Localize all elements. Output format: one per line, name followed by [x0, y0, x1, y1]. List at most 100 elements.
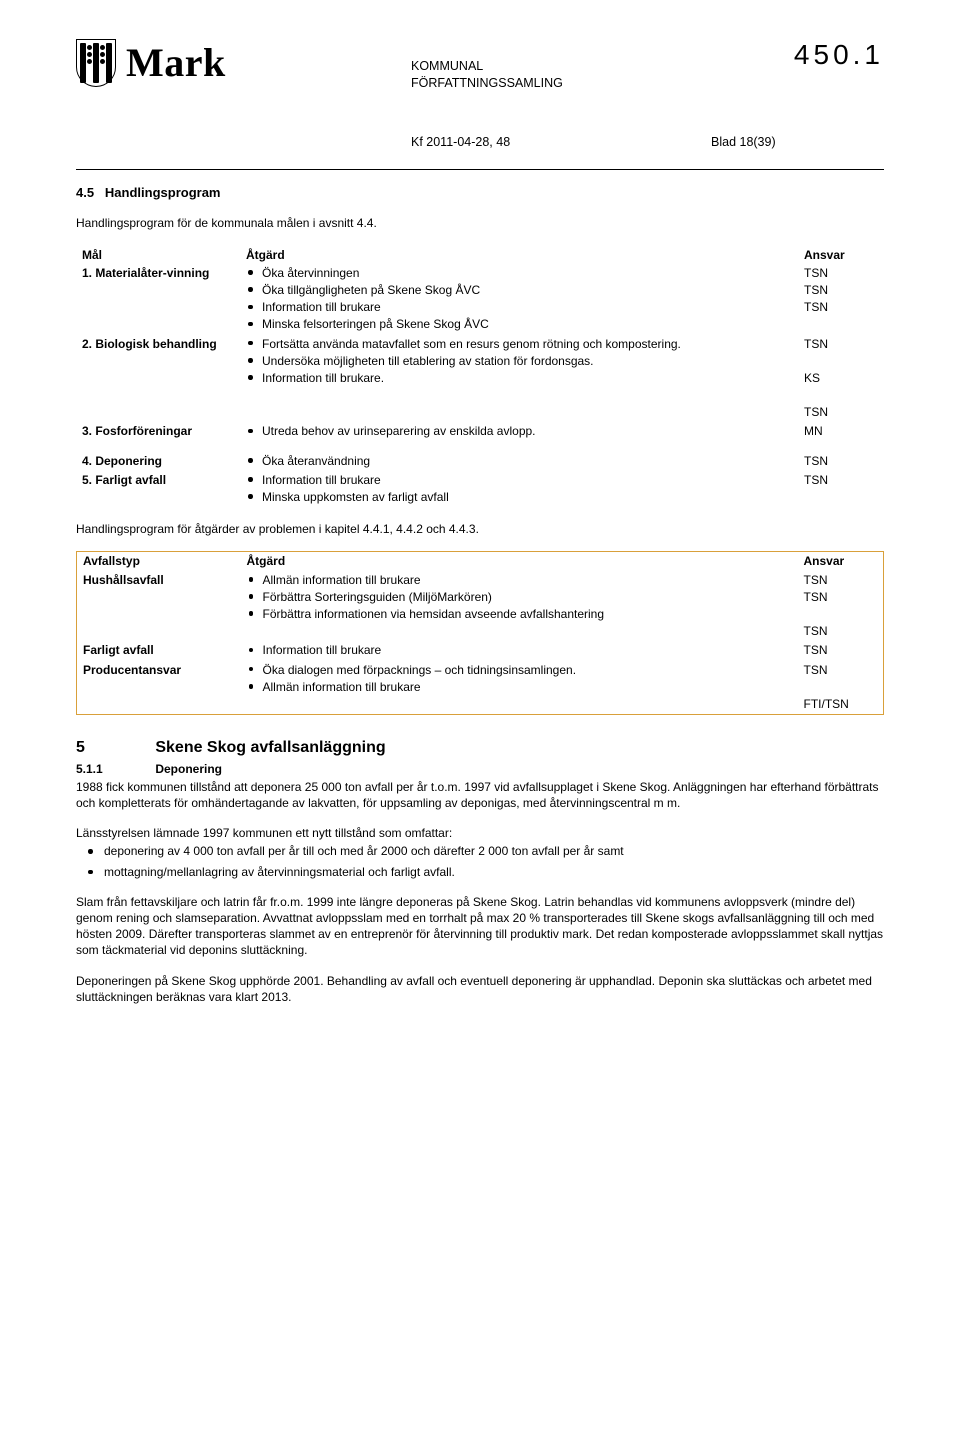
list-item: TSN [804, 589, 878, 605]
sec5-para-3: Slam från fettavskiljare och latrin får … [76, 894, 884, 959]
section-5-1-1-heading: 5.1.1 Deponering [76, 761, 884, 777]
list-item: Fortsätta använda matavfallet som en res… [246, 336, 800, 352]
goal-3-label: 3. Fosforföreningar [76, 422, 246, 441]
list-item: Öka dialogen med förpacknings – och tidn… [247, 662, 800, 678]
col-head-atgard: Åtgärd [247, 552, 804, 571]
table-row: Mål Åtgärd Ansvar [76, 246, 884, 264]
document-number: 450.1 [794, 36, 884, 74]
header-line1: KOMMUNAL [411, 58, 563, 75]
goal-1-ansvar: TSN TSN TSN [804, 264, 884, 335]
header-divider [76, 169, 884, 170]
list-item: TSN [804, 336, 878, 352]
kf-row: Kf 2011-04-28, 48 Blad 18(39) [411, 134, 884, 151]
goal-4-ansvar: TSN [804, 452, 884, 471]
list-item: Öka återanvändning [246, 453, 800, 469]
list-item [804, 679, 878, 695]
brand-name: Mark [126, 36, 226, 90]
goal-3-ansvar: MN [804, 422, 884, 441]
goal-4-label: 4. Deponering [76, 452, 246, 471]
list-item: TSN [804, 662, 878, 678]
list-item: TSN [804, 404, 878, 420]
list-item: Förbättra Sorteringsguiden (MiljöMarköre… [247, 589, 800, 605]
section-5-title: Skene Skog avfallsanläggning [155, 739, 385, 756]
list-item: Information till brukare. [246, 370, 800, 386]
crest-icon [76, 39, 116, 87]
list-item: Minska felsorteringen på Skene Skog ÅVC [246, 316, 800, 332]
table-row: Producentansvar Öka dialogen med förpack… [77, 661, 884, 715]
waste-producent-actions: Öka dialogen med förpacknings – och tidn… [247, 661, 804, 715]
list-item: Information till brukare [246, 472, 800, 488]
list-item: Öka återvinningen [246, 265, 800, 281]
section-4-5-heading: 4.5 Handlingsprogram [76, 184, 884, 202]
list-item: Förbättra informationen via hemsidan avs… [247, 606, 800, 622]
header-center: KOMMUNAL FÖRFATTNINGSSAMLING [411, 58, 563, 92]
table-row: 5. Farligt avfall Information till bruka… [76, 471, 884, 507]
list-item [804, 606, 878, 622]
sec5-list: deponering av 4 000 ton avfall per år ti… [76, 843, 884, 879]
sec5-para-2-lead: Länsstyrelsen lämnade 1997 kommunen ett … [76, 825, 884, 841]
goal-4-actions: Öka återanvändning [246, 452, 804, 471]
page-indicator: Blad 18(39) [711, 134, 776, 151]
col-head-mal: Mål [76, 246, 246, 264]
list-item: TSN [804, 623, 878, 639]
waste-producent-ansvar: TSN FTI/TSN [804, 661, 884, 715]
col-head-ansvar: Ansvar [804, 246, 884, 264]
list-item: Utreda behov av urinseparering av enskil… [246, 423, 800, 439]
brand-block: Mark [76, 36, 226, 90]
table-row: 3. Fosforföreningar Utreda behov av urin… [76, 422, 884, 441]
list-item: TSN [804, 572, 878, 588]
section-4-5-num: 4.5 [76, 185, 94, 200]
col-head-avfallstyp: Avfallstyp [77, 552, 247, 571]
section-4-5-intro: Handlingsprogram för de kommunala målen … [76, 215, 884, 231]
col-head-ansvar: Ansvar [804, 552, 884, 571]
list-item [804, 353, 878, 369]
goal-3-actions: Utreda behov av urinseparering av enskil… [246, 422, 804, 441]
table-row: Avfallstyp Åtgärd Ansvar [77, 552, 884, 571]
waste-producent-label: Producentansvar [77, 661, 247, 715]
list-item: TSN [804, 265, 878, 281]
list-item: FTI/TSN [804, 696, 878, 712]
waste-farligt-label: Farligt avfall [77, 641, 247, 660]
goal-2-ansvar: TSN KS TSN [804, 335, 884, 423]
waste-type-table: Avfallstyp Åtgärd Ansvar Hushållsavfall … [76, 551, 884, 715]
table-row: 4. Deponering Öka återanvändning TSN [76, 452, 884, 471]
list-item: TSN [804, 299, 878, 315]
sec5-para-1: 1988 fick kommunen tillstånd att deponer… [76, 779, 884, 811]
table-row: Farligt avfall Information till brukare … [77, 641, 884, 660]
goal-5-ansvar: TSN [804, 471, 884, 507]
section-5-1-1-num: 5.1.1 [76, 761, 152, 777]
table-row: 1. Materialåter-vinning Öka återvinninge… [76, 264, 884, 335]
goal-1-actions: Öka återvinningen Öka tillgängligheten p… [246, 264, 804, 335]
list-item: TSN [804, 642, 878, 658]
list-item: Öka tillgängligheten på Skene Skog ÅVC [246, 282, 800, 298]
table-row-spacer [76, 442, 884, 452]
list-item: Minska uppkomsten av farligt avfall [246, 489, 800, 505]
section-5-heading: 5 Skene Skog avfallsanläggning [76, 737, 884, 759]
waste-hushall-ansvar: TSN TSN TSN [804, 571, 884, 642]
list-item: Undersöka möjligheten till etablering av… [246, 353, 800, 369]
col-head-atgard: Åtgärd [246, 246, 804, 264]
list-item: TSN [804, 453, 878, 469]
list-item: KS [804, 370, 878, 386]
waste-farligt-actions: Information till brukare [247, 641, 804, 660]
goal-5-actions: Information till brukare Minska uppkomst… [246, 471, 804, 507]
mid-paragraph: Handlingsprogram för åtgärder av problem… [76, 521, 884, 537]
list-item: TSN [804, 282, 878, 298]
section-4-5-title: Handlingsprogram [105, 185, 221, 200]
list-item: Information till brukare [247, 642, 800, 658]
waste-farligt-ansvar: TSN [804, 641, 884, 660]
goal-2-actions: Fortsätta använda matavfallet som en res… [246, 335, 804, 423]
kf-reference: Kf 2011-04-28, 48 [411, 134, 711, 151]
section-5-num: 5 [76, 737, 152, 759]
goal-5-label: 5. Farligt avfall [76, 471, 246, 507]
waste-hushall-actions: Allmän information till brukare Förbättr… [247, 571, 804, 642]
goals-table: Mål Åtgärd Ansvar 1. Materialåter-vinnin… [76, 246, 884, 508]
sec5-para-4: Deponeringen på Skene Skog upphörde 2001… [76, 973, 884, 1005]
list-item: deponering av 4 000 ton avfall per år ti… [76, 843, 884, 859]
goal-1-label: 1. Materialåter-vinning [76, 264, 246, 335]
list-item: Information till brukare [246, 299, 800, 315]
waste-hushall-label: Hushållsavfall [77, 571, 247, 642]
list-item: MN [804, 423, 878, 439]
goal-2-label: 2. Biologisk behandling [76, 335, 246, 423]
list-item [804, 387, 878, 403]
